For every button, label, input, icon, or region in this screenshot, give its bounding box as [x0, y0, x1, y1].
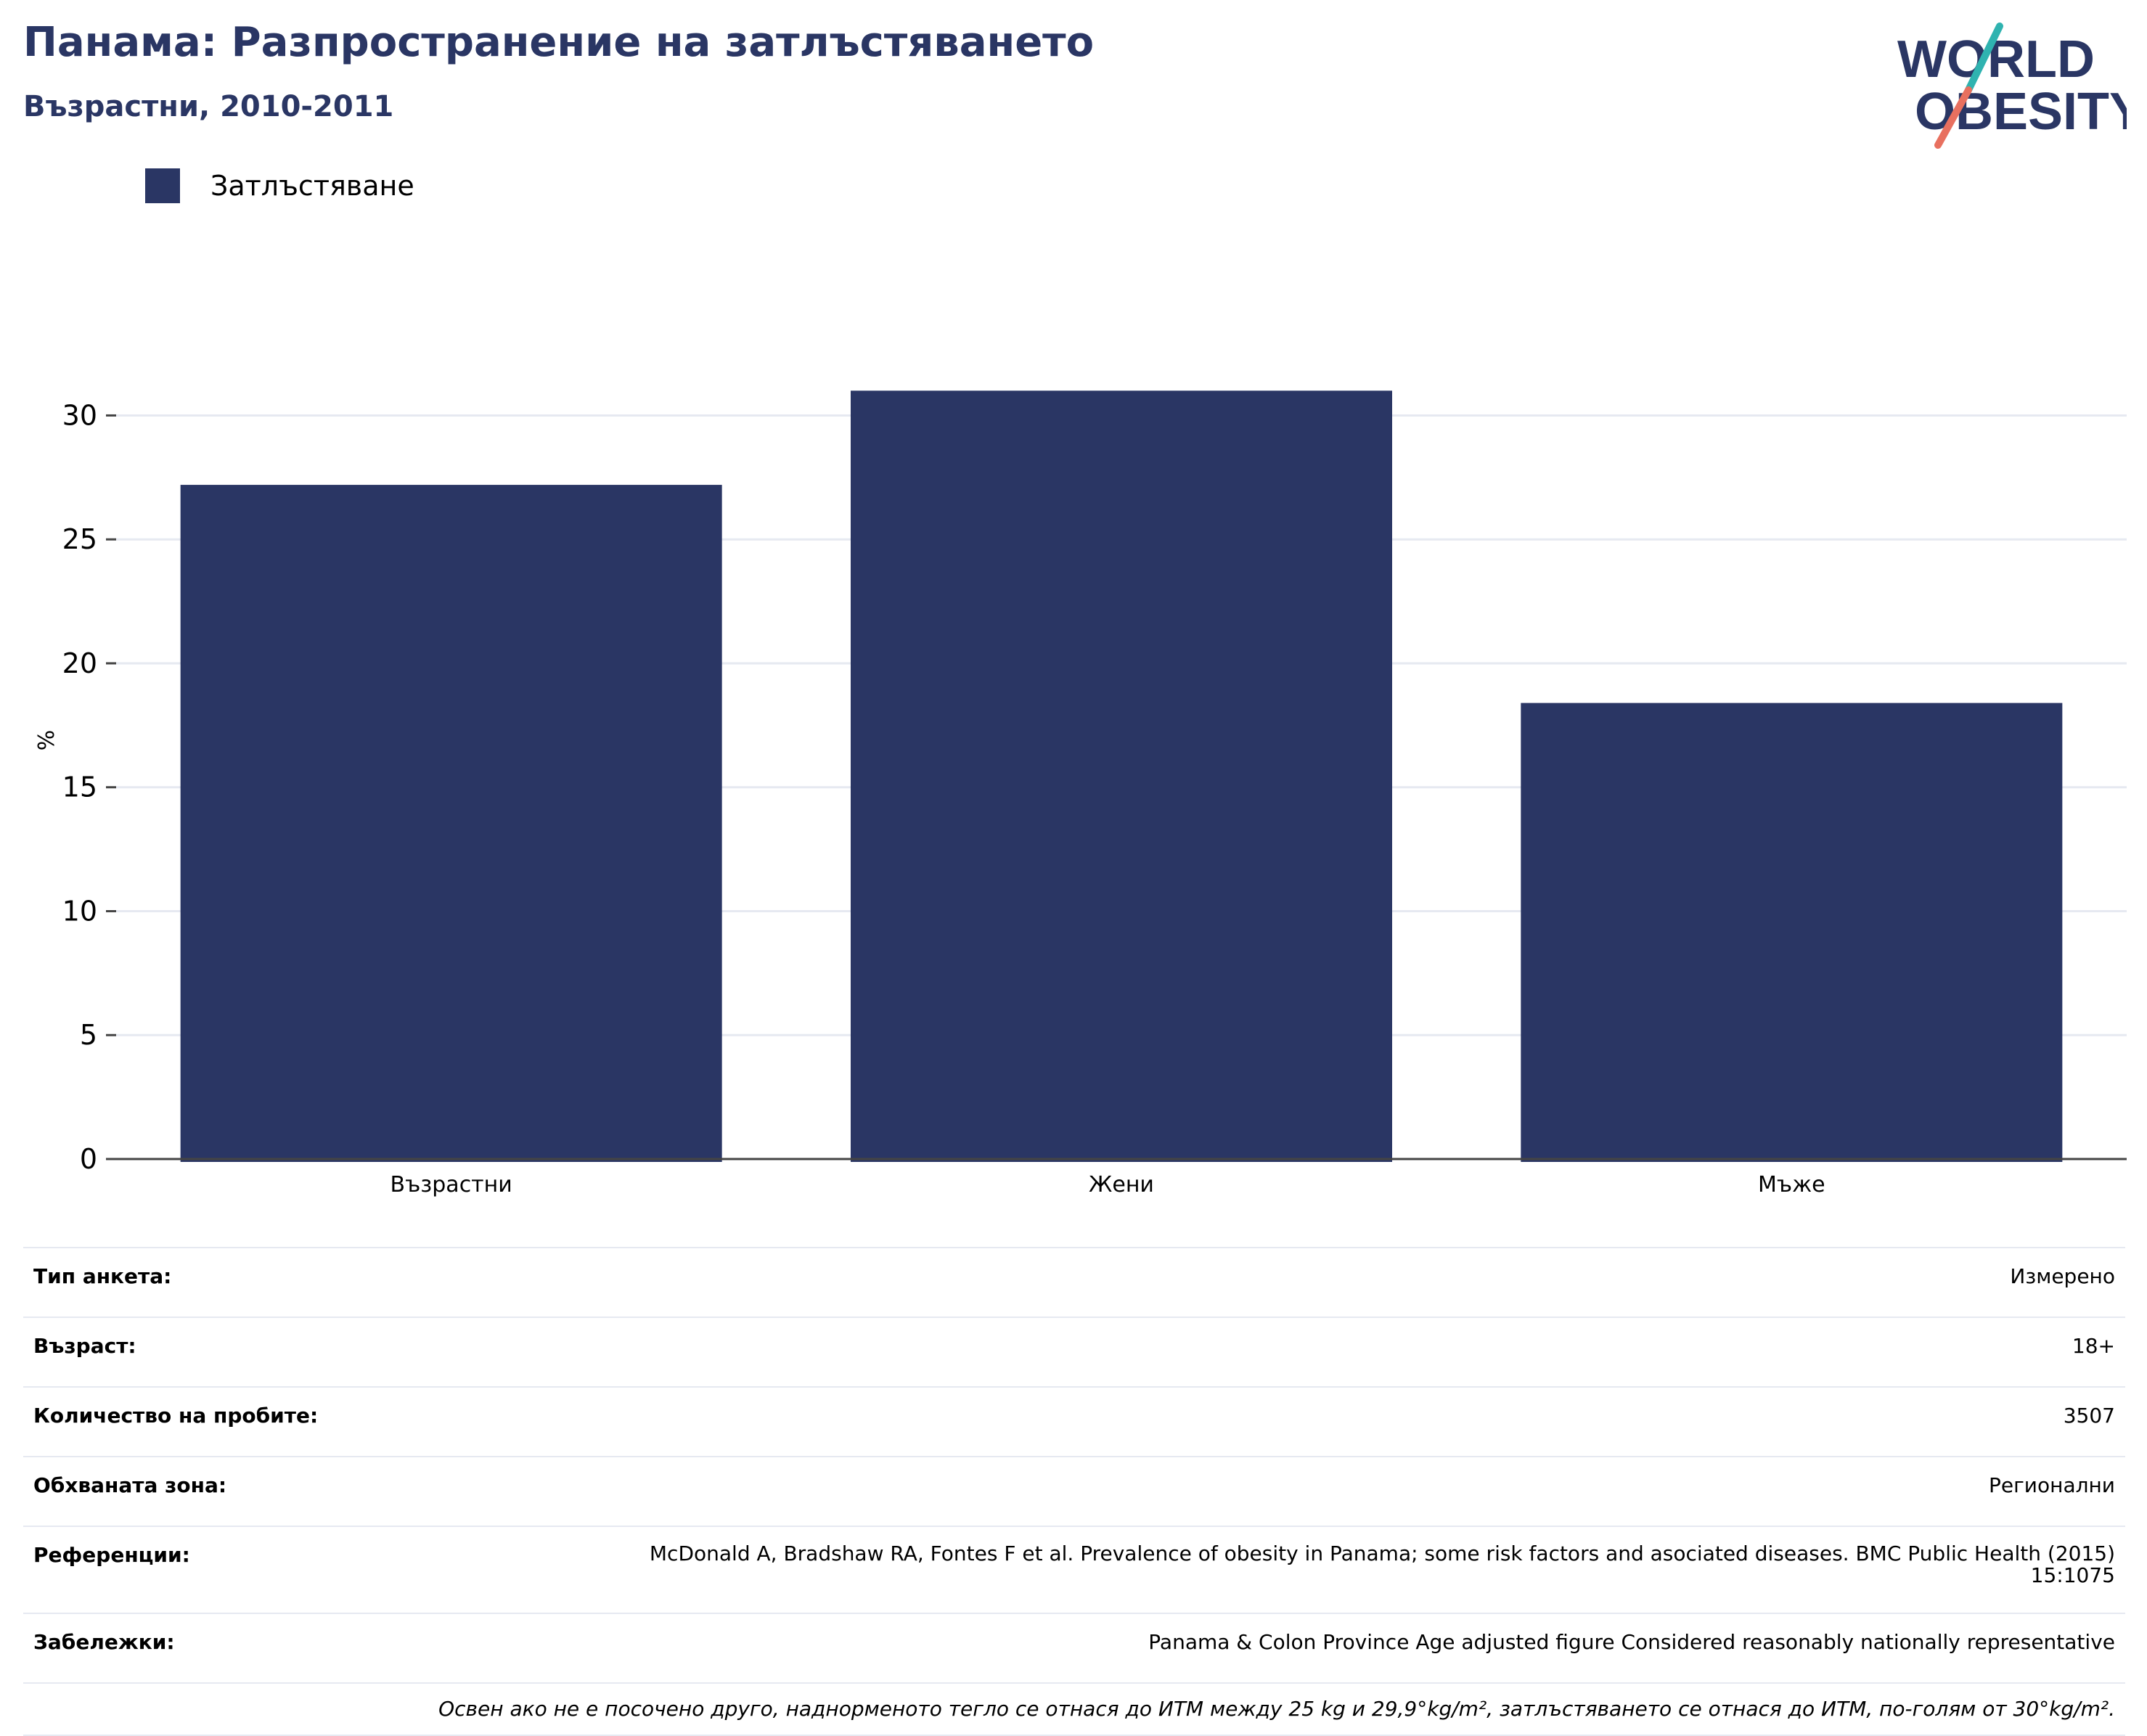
- x-tick-label: Възрастни: [390, 1172, 512, 1197]
- info-value: McDonald A, Bradshaw RA, Fontes F et al.…: [552, 1526, 2125, 1613]
- bar-1[interactable]: [180, 485, 722, 1162]
- legend-swatch: [145, 168, 180, 203]
- info-key: Тип анкета:: [23, 1247, 552, 1317]
- info-row-sample-size: Количество на пробите: 3507: [23, 1386, 2125, 1457]
- info-value: Регионални: [552, 1456, 2125, 1526]
- logo-slash-top: [1965, 22, 2003, 94]
- survey-info-table: Тип анкета: Измерено Възраст: 18+ Количе…: [23, 1247, 2125, 1736]
- info-value: 3507: [552, 1386, 2125, 1457]
- info-key: Обхваната зона:: [23, 1456, 552, 1526]
- y-tick-label: 10: [62, 895, 97, 927]
- logo-text-obesity: OBESITY: [1915, 83, 2127, 141]
- bar-chart: 0 5 10 15 20 25 30 % Възрастни Жени Мъже: [34, 390, 2127, 1197]
- info-value: Измерено: [552, 1247, 2125, 1317]
- footnote-text: Освен ако не е посочено друго, наднормен…: [23, 1682, 2125, 1736]
- y-axis-label: %: [34, 730, 60, 751]
- world-obesity-logo: WORLD OBESITY: [1897, 22, 2127, 149]
- y-tick-label: 15: [62, 771, 97, 803]
- x-axis-labels: Възрастни Жени Мъже: [390, 1172, 1825, 1197]
- bar-3[interactable]: [1521, 703, 2063, 1162]
- y-axis-ticks: 0 5 10 15 20 25 30: [62, 399, 116, 1175]
- info-key: Забележки:: [23, 1613, 552, 1683]
- legend-label: Затлъстяване: [210, 170, 414, 202]
- y-tick-label: 0: [80, 1143, 97, 1175]
- chart-legend[interactable]: Затлъстяване: [145, 168, 414, 203]
- info-row-references: Референции: McDonald A, Bradshaw RA, Fon…: [23, 1526, 2125, 1613]
- chart-subtitle: Възрастни, 2010-2011: [23, 90, 394, 123]
- info-footnote-row: Освен ако не е посочено друго, наднормен…: [23, 1682, 2125, 1736]
- y-tick-label: 20: [62, 647, 97, 679]
- x-tick-label: Жени: [1089, 1172, 1154, 1197]
- info-row-notes: Забележки: Panama & Colon Province Age a…: [23, 1613, 2125, 1683]
- x-tick-label: Мъже: [1758, 1172, 1825, 1197]
- y-tick-label: 25: [62, 523, 97, 555]
- bar-2[interactable]: [851, 390, 1392, 1163]
- info-key: Референции:: [23, 1526, 552, 1613]
- info-key: Количество на пробите:: [23, 1386, 552, 1457]
- chart-title: Панама: Разпространение на затлъстяванет…: [23, 19, 1095, 66]
- info-row-age: Възраст: 18+: [23, 1317, 2125, 1387]
- logo-slash-bottom: [1934, 86, 1972, 149]
- info-value: 18+: [552, 1317, 2125, 1387]
- info-row-area-covered: Обхваната зона: Регионални: [23, 1456, 2125, 1526]
- y-tick-label: 30: [62, 399, 97, 431]
- info-key: Възраст:: [23, 1317, 552, 1387]
- info-value: Panama & Colon Province Age adjusted fig…: [552, 1613, 2125, 1683]
- info-row-survey-type: Тип анкета: Измерено: [23, 1247, 2125, 1317]
- bars: [180, 390, 2063, 1163]
- y-tick-label: 5: [80, 1019, 97, 1051]
